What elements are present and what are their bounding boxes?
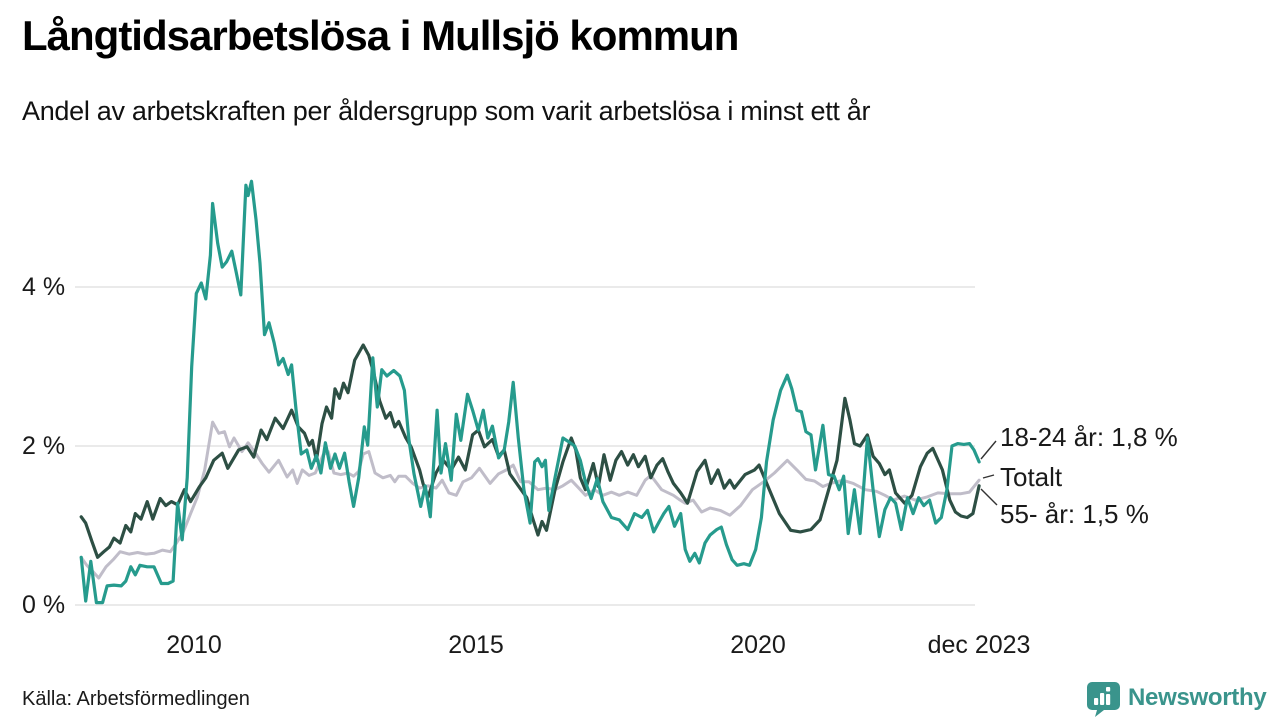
x-axis-tick-2020: 2020 [730,631,786,659]
series-end-label-18-24: 18-24 år: 1,8 % [1000,422,1178,452]
leader-line-totalt [982,474,995,479]
x-axis-tick-dec-2023: dec 2023 [927,631,1031,659]
source-attribution: Källa: Arbetsförmedlingen [22,688,250,710]
series-lines [79,179,981,605]
page-title: Långtidsarbetslösa i Mullsjö kommun [22,12,739,59]
y-axis-tick-2pct: 2 % [22,432,66,460]
leader-line-55 [980,488,998,506]
series-line-totalt [79,420,981,580]
label-leader-lines [980,440,998,506]
chart-subtitle: Andel av arbetskraften per åldersgrupp s… [22,96,871,126]
series-line-18-24-ar [79,179,981,605]
series-end-label-totalt: Totalt [1000,462,1063,492]
leader-line-18-24 [980,440,997,460]
series-line-55-ar [79,343,981,559]
series-end-label-55: 55- år: 1,5 % [1000,499,1149,529]
newsworthy-logo-text: Newsworthy [1128,684,1267,711]
x-axis-tick-2015: 2015 [448,631,504,659]
y-axis-tick-0pct: 0 % [22,591,66,619]
newsworthy-logo-icon [1087,682,1120,717]
y-axis-tick-4pct: 4 % [22,273,66,301]
newsworthy-logo: Newsworthy [1084,679,1267,717]
x-axis-tick-2010: 2010 [166,631,222,659]
